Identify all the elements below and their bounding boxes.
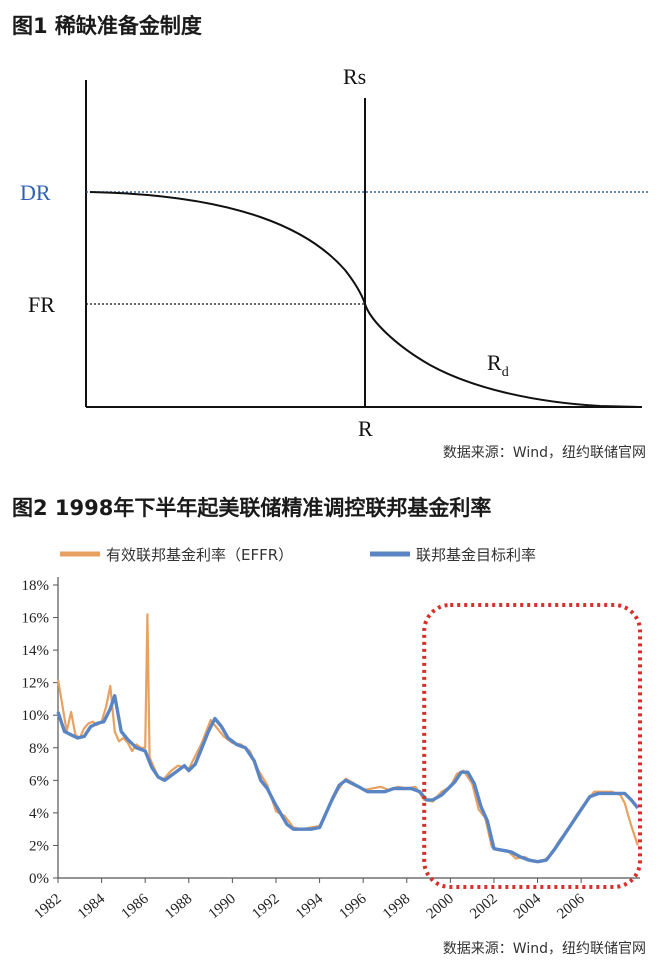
x-tick-label: 2004 [511, 890, 545, 922]
x-tick-label: 1984 [75, 890, 109, 922]
y-tick-label: 12% [22, 676, 50, 692]
figure2-title: 图2 1998年下半年起美联储精准调控联邦基金利率 [12, 496, 492, 520]
y-tick-label: 8% [29, 741, 49, 757]
fig1-fr-label: FR [28, 292, 55, 317]
fig2-highlight-box [422, 603, 642, 889]
y-tick-label: 0% [29, 871, 49, 887]
x-tick-label: 1994 [293, 890, 327, 922]
fig2-series [56, 613, 640, 864]
x-tick-label: 2000 [424, 891, 457, 923]
y-tick-label: 10% [22, 708, 50, 724]
legend-target-label: 联邦基金目标利率 [416, 546, 536, 564]
y-tick-label: 4% [29, 806, 49, 822]
x-tick-label: 1982 [31, 891, 64, 923]
fig1-dr-label: DR [20, 180, 51, 205]
x-tick-label: 1996 [336, 890, 370, 922]
legend-effr-label: 有效联邦基金利率（EFFR） [106, 546, 293, 564]
target-rate-series-line [56, 694, 640, 864]
figure2-source: 数据来源：Wind，纽约联储官网 [442, 941, 646, 957]
fig2-legend: 有效联邦基金利率（EFFR） 联邦基金目标利率 [60, 546, 536, 564]
figure1-chart: Rs DR FR R Rd [20, 64, 648, 441]
x-tick-label: 2002 [467, 891, 500, 923]
figure1-title: 图1 稀缺准备金制度 [12, 14, 202, 38]
y-tick-label: 16% [22, 611, 50, 627]
figure1-source: 数据来源：Wind，纽约联储官网 [442, 445, 646, 461]
y-tick-label: 2% [29, 838, 49, 854]
fig2-axes: 0% 2% 4% 6% 8% 10% 12% 14% 16% 18% 1982 1984 1986 198… [22, 577, 640, 923]
y-tick-label: 18% [22, 578, 50, 594]
y-tick-label: 14% [22, 643, 50, 659]
x-tick-label: 1988 [162, 891, 195, 923]
fig1-rs-label: Rs [343, 64, 366, 89]
x-tick-label: 1990 [206, 891, 239, 923]
fig1-rd-label-sub: d [502, 365, 509, 380]
fig1-rd-curve [89, 191, 641, 408]
fig1-rd-label: Rd [487, 350, 509, 380]
fig1-rd-label-base: R [487, 350, 502, 375]
x-tick-label: 1998 [380, 891, 413, 923]
effr-series-line [56, 613, 639, 863]
figure2-chart: 有效联邦基金利率（EFFR） 联邦基金目标利率 0% 2% 4% 6% 8% 10% 12%… [22, 546, 642, 923]
x-tick-label: 2006 [554, 890, 588, 922]
x-tick-label: 1992 [249, 891, 282, 923]
y-tick-label: 6% [29, 773, 49, 789]
fig1-r-label: R [358, 416, 373, 441]
x-tick-label: 1986 [118, 890, 152, 922]
